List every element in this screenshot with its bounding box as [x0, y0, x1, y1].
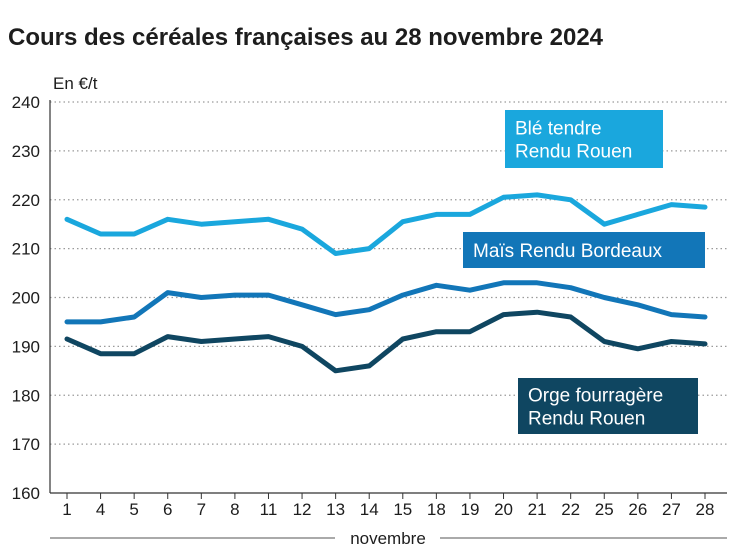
series-label-text: Blé tendre	[515, 119, 602, 140]
series-line-2	[64, 309, 708, 374]
y-tick-label: 220	[12, 191, 40, 210]
x-tick-label: 7	[197, 500, 206, 519]
y-tick-label: 240	[12, 93, 40, 112]
series-label-box-2	[518, 378, 698, 434]
x-tick-label: 14	[360, 500, 379, 519]
series-label-text: Rendu Rouen	[528, 409, 645, 430]
x-tick-label: 20	[494, 500, 513, 519]
x-tick-label: 13	[326, 500, 345, 519]
series-lines	[64, 192, 708, 374]
y-tick-label: 170	[12, 435, 40, 454]
series-label-text: Orge fourragère	[528, 386, 663, 407]
x-tick-labels: 1 4 5 6 7 8 11 12 13 14 15 18 19 20 21 22 25 26 27 28	[62, 493, 714, 519]
x-tick-label: 22	[561, 500, 580, 519]
x-tick-label: 21	[528, 500, 547, 519]
x-tick-label: 6	[163, 500, 172, 519]
x-tick-label: 4	[96, 500, 105, 519]
x-tick-label: 25	[595, 500, 614, 519]
series-line-0	[64, 192, 708, 256]
series-label-text: Maïs Rendu Bordeaux	[473, 241, 663, 262]
y-tick-labels: 160 170 180 190 200 210 220 230 240	[12, 93, 40, 503]
chart-title: Cours des céréales françaises au 28 nove…	[8, 24, 604, 51]
x-tick-label: 26	[628, 500, 647, 519]
x-tick-label: 1	[62, 500, 71, 519]
y-tick-label: 200	[12, 289, 40, 308]
x-tick-label: 11	[260, 500, 278, 519]
y-tick-label: 210	[12, 240, 40, 259]
y-tick-label: 230	[12, 142, 40, 161]
x-tick-label: 12	[293, 500, 312, 519]
series-label-box-0	[505, 110, 663, 168]
series-line-1	[64, 280, 708, 325]
y-tick-label: 160	[12, 484, 40, 503]
series-label-box-1	[463, 232, 705, 268]
x-tick-label: 18	[427, 500, 446, 519]
y-tick-label: 190	[12, 337, 40, 356]
y-tick-label: 180	[12, 386, 40, 405]
x-tick-label: 5	[129, 500, 138, 519]
y-axis-unit-label: En €/t	[53, 74, 98, 93]
series-label-text: Rendu Rouen	[515, 142, 632, 163]
x-tick-label: 19	[460, 500, 479, 519]
x-tick-label: 15	[393, 500, 412, 519]
x-tick-label: 8	[230, 500, 239, 519]
x-tick-label: 28	[696, 500, 715, 519]
x-axis-label: novembre	[350, 529, 426, 548]
x-tick-label: 27	[662, 500, 681, 519]
